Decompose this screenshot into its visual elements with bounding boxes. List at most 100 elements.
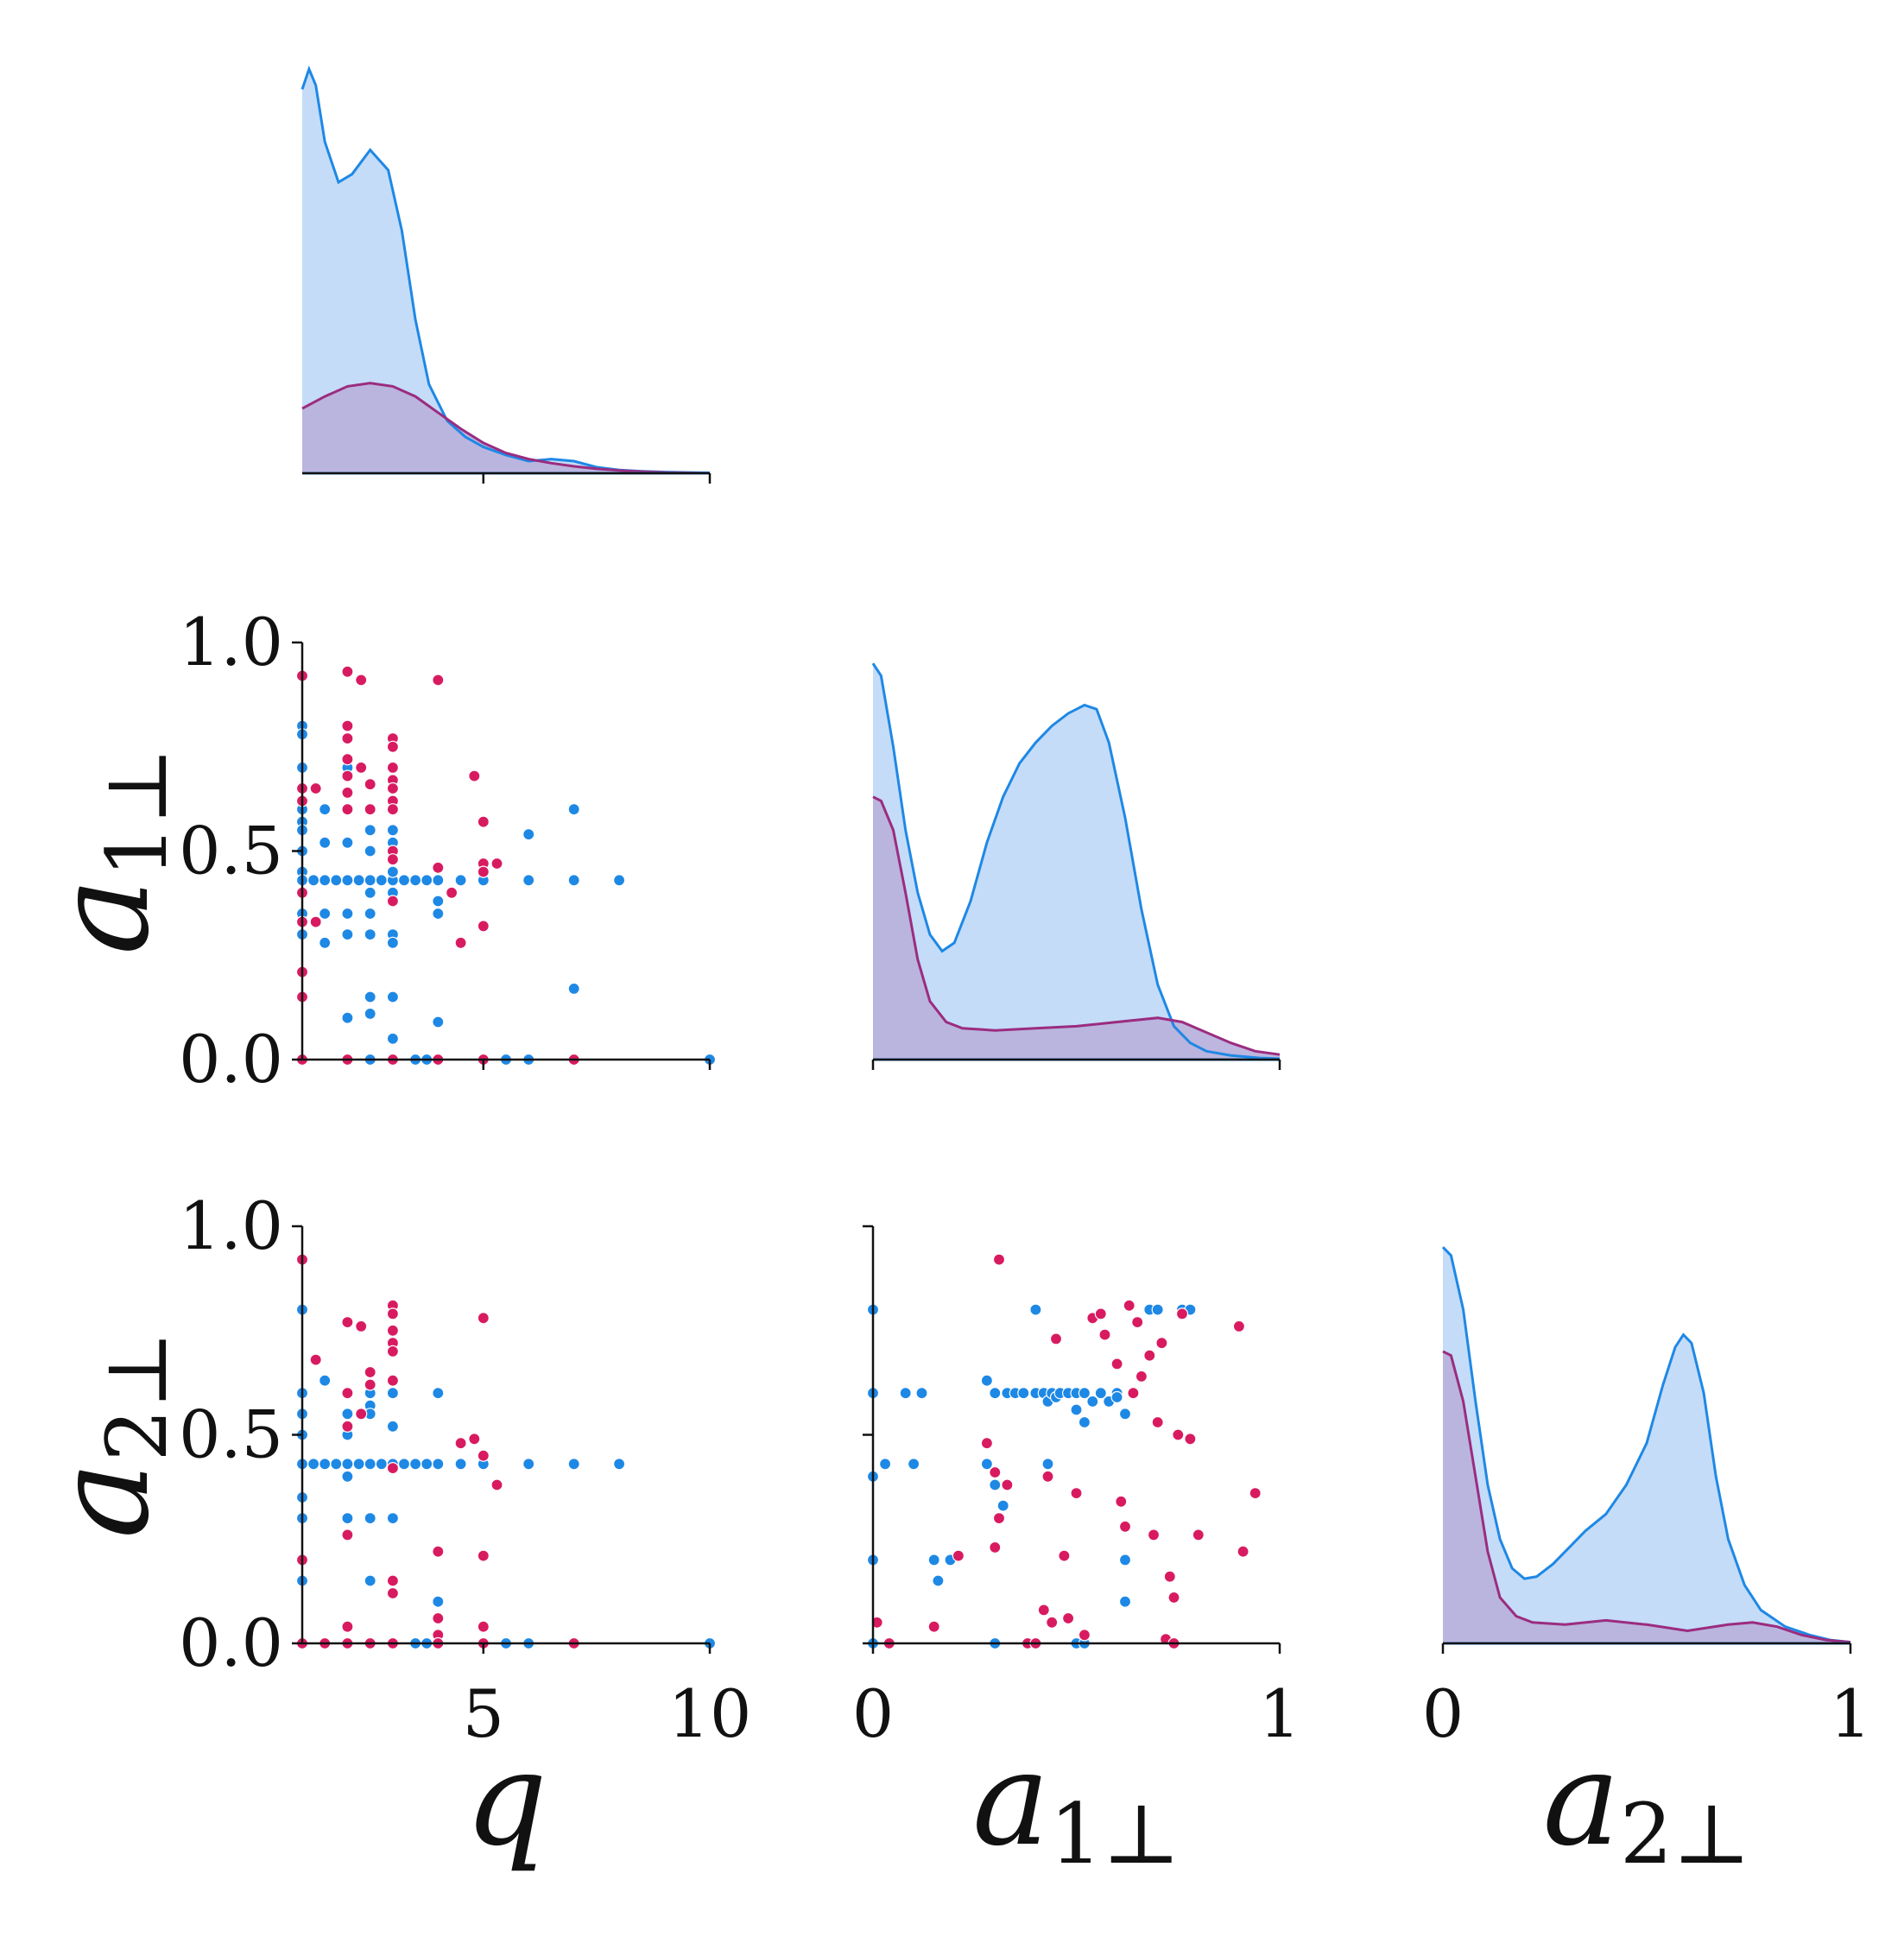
- scatter-point-blue: [386, 1387, 399, 1400]
- y-tick-label: 0.5: [179, 813, 283, 889]
- scatter-point-red: [1167, 1591, 1180, 1604]
- scatter-point-red: [386, 761, 399, 775]
- kde-fill-red: [1443, 1351, 1850, 1643]
- scatter-point-blue: [341, 874, 354, 887]
- scatter-point-red: [364, 1378, 376, 1391]
- kde-line-red: [301, 382, 711, 475]
- scatter-point-blue: [341, 1511, 354, 1525]
- scatter-point-red: [386, 1574, 399, 1587]
- scatter-point-red: [454, 1437, 467, 1450]
- y-tick-label: 1.0: [179, 604, 283, 680]
- scatter-point-red: [341, 786, 354, 800]
- scatter-point-blue: [341, 907, 354, 921]
- scatter-point-blue: [1078, 1387, 1091, 1400]
- kde-fill-red: [302, 383, 710, 473]
- scatter-point-red: [386, 895, 399, 908]
- scatter-point-red: [477, 865, 490, 878]
- scatter-point-blue: [454, 1458, 467, 1471]
- scatter-point-red: [1098, 1328, 1111, 1341]
- x-axis-title-q-base: q: [465, 1725, 547, 1875]
- scatter-point-blue: [364, 1511, 376, 1525]
- scatter-point-blue: [1078, 1415, 1091, 1429]
- scatter-point-red: [454, 936, 467, 949]
- y-axis-title-a2: a2⊥: [28, 1331, 186, 1539]
- scatter-point-blue: [1110, 1390, 1123, 1404]
- scatter-point-red: [477, 815, 490, 828]
- scatter-panel-a1-a2: [863, 1225, 1281, 1654]
- scatter-point-blue: [989, 1478, 1002, 1491]
- scatter-point-red: [386, 1307, 399, 1320]
- scatter-point-blue: [915, 1387, 928, 1400]
- scatter-point-blue: [980, 1374, 994, 1387]
- scatter-point-blue: [307, 1458, 320, 1471]
- scatter-point-blue: [364, 1458, 376, 1471]
- scatter-point-blue: [330, 1458, 343, 1471]
- scatter-point-blue: [319, 1374, 332, 1387]
- scatter-point-blue: [319, 1458, 332, 1471]
- scatter-point-red: [477, 920, 490, 933]
- scatter-point-red: [341, 731, 354, 745]
- scatter-point-red: [989, 1465, 1002, 1479]
- scatter-point-blue: [364, 874, 376, 887]
- kde-fill-blue: [302, 69, 710, 473]
- scatter-point-red: [1237, 1545, 1249, 1558]
- scatter-point-red: [980, 1437, 994, 1450]
- scatter-point-red: [1172, 1428, 1185, 1441]
- scatter-point-blue: [878, 1458, 892, 1471]
- scatter-point-red: [477, 1620, 490, 1633]
- scatter-point-blue: [432, 895, 445, 908]
- scatter-point-red: [1041, 1470, 1054, 1483]
- scatter-point-red: [468, 1433, 481, 1446]
- scatter-point-red: [1249, 1486, 1262, 1500]
- kde-panel-a2: [1441, 1246, 1852, 1654]
- scatter-point-blue: [432, 1387, 445, 1400]
- scatter-point-blue: [341, 1470, 354, 1483]
- scatter-point-blue: [386, 824, 399, 837]
- scatter-point-red: [386, 853, 399, 866]
- scatter-point-red: [386, 803, 399, 816]
- scatter-point-red: [992, 1253, 1006, 1266]
- scatter-point-red: [386, 1374, 399, 1387]
- scatter-panel-q-a1: [292, 641, 717, 1070]
- scatter-point-blue: [1029, 1303, 1042, 1316]
- scatter-point-red: [1115, 1495, 1128, 1508]
- scatter-point-red: [1078, 1629, 1091, 1642]
- scatter-point-blue: [341, 927, 354, 941]
- scatter-point-blue: [989, 1387, 1002, 1400]
- scatter-point-red: [952, 1549, 965, 1562]
- scatter-point-blue: [927, 1554, 940, 1566]
- kde-line-red: [1442, 1350, 1851, 1644]
- scatter-point-blue: [567, 1458, 580, 1471]
- scatter-point-blue: [980, 1458, 994, 1471]
- scatter-point-red: [1058, 1549, 1071, 1562]
- scatter-point-blue: [364, 845, 376, 858]
- x-axis-title-a2-subscript: 2⊥: [1620, 1786, 1750, 1883]
- scatter-point-red: [341, 753, 354, 766]
- scatter-point-red: [355, 761, 368, 775]
- kde-line-blue: [1441, 1246, 1851, 1644]
- kde-panel-a1: [871, 662, 1281, 1070]
- scatter-point-blue: [341, 1011, 354, 1024]
- x-tick-label-q: 5: [463, 1675, 504, 1752]
- scatter-point-blue: [319, 874, 332, 887]
- scatter-point-blue: [1151, 1303, 1164, 1316]
- scatter-point-red: [355, 1408, 368, 1421]
- scatter-point-blue: [397, 1458, 411, 1471]
- scatter-point-blue: [386, 1032, 399, 1045]
- y-tick-label: 0.5: [179, 1396, 283, 1473]
- scatter-point-blue: [432, 1458, 445, 1471]
- scatter-point-red: [1070, 1486, 1083, 1500]
- scatter-point-blue: [899, 1387, 912, 1400]
- scatter-point-blue: [1086, 1395, 1099, 1408]
- scatter-point-blue: [386, 1420, 399, 1433]
- scatter-point-red: [1155, 1337, 1168, 1350]
- scatter-point-red: [341, 1387, 354, 1400]
- scatter-point-red: [1037, 1604, 1050, 1617]
- y-tick-label: 0.0: [179, 1021, 283, 1098]
- scatter-point-red: [364, 1365, 376, 1379]
- scatter-point-red: [341, 769, 354, 782]
- scatter-point-blue: [330, 874, 343, 887]
- scatter-point-red: [364, 803, 376, 816]
- scatter-point-blue: [364, 824, 376, 837]
